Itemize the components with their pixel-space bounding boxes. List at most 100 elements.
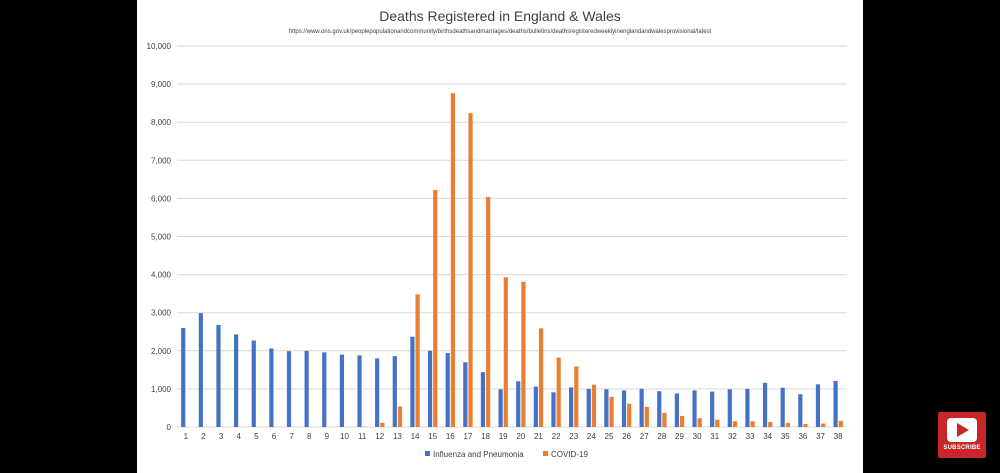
x-axis-ticks: 1 2 3 4 5 6 7 8 9 10 11 12 13 14 15 16 17 18 19 20 21 22 23 24 2… bbox=[184, 432, 844, 441]
bar-influenza-pneumonia bbox=[445, 353, 450, 427]
x-tick-label: 28 bbox=[657, 432, 666, 441]
bar-influenza-pneumonia bbox=[621, 390, 627, 427]
x-tick-label: 36 bbox=[798, 432, 807, 441]
y-tick-label: 9,000 bbox=[151, 80, 172, 89]
x-tick-label: 21 bbox=[534, 432, 543, 441]
y-tick-label: 3,000 bbox=[151, 309, 172, 318]
x-tick-label: 12 bbox=[375, 432, 384, 441]
y-tick-label: 7,000 bbox=[151, 156, 172, 165]
bar-influenza-pneumonia bbox=[815, 384, 821, 427]
y-axis-ticks: 0 1,000 2,000 3,000 4,000 5,000 6,000 7,000 8,00… bbox=[147, 42, 172, 432]
bar-covid-19 bbox=[750, 421, 755, 427]
chart-panel: Deaths Registered in England & Wales htt… bbox=[137, 0, 863, 473]
x-tick-label: 37 bbox=[816, 432, 825, 441]
bar-influenza-pneumonia bbox=[586, 388, 591, 427]
bar-influenza-pneumonia bbox=[798, 394, 803, 427]
bar-covid-19 bbox=[803, 423, 808, 427]
bar-covid-19 bbox=[397, 406, 403, 427]
legend-label: COVID-19 bbox=[551, 450, 588, 459]
bar-influenza-pneumonia bbox=[745, 388, 750, 427]
bar-influenza-pneumonia bbox=[251, 340, 256, 427]
bar-influenza-pneumonia bbox=[427, 350, 433, 427]
bar-influenza-pneumonia bbox=[234, 334, 239, 427]
bar-influenza-pneumonia bbox=[604, 389, 609, 427]
bar-influenza-pneumonia bbox=[304, 350, 309, 427]
bar-influenza-pneumonia bbox=[357, 355, 362, 427]
y-tick-label: 5,000 bbox=[151, 233, 172, 242]
bar-covid-19 bbox=[732, 421, 738, 427]
x-tick-label: 23 bbox=[569, 432, 578, 441]
x-tick-label: 11 bbox=[358, 432, 367, 441]
x-tick-label: 38 bbox=[834, 432, 843, 441]
x-tick-label: 25 bbox=[605, 432, 614, 441]
x-tick-label: 3 bbox=[219, 432, 224, 441]
bar-influenza-pneumonia bbox=[181, 327, 186, 427]
bar-influenza-pneumonia bbox=[639, 388, 644, 427]
x-tick-label: 8 bbox=[307, 432, 312, 441]
y-tick-label: 1,000 bbox=[151, 385, 172, 394]
bar-covid-19 bbox=[574, 366, 579, 427]
legend: Influenza and Pneumonia COVID-19 bbox=[425, 450, 588, 459]
bar-influenza-pneumonia bbox=[710, 391, 715, 427]
x-tick-label: 18 bbox=[481, 432, 490, 441]
bar-influenza-pneumonia bbox=[569, 387, 574, 427]
bar-covid-19 bbox=[486, 196, 491, 427]
gridlines bbox=[177, 45, 847, 428]
bar-covid-19 bbox=[433, 190, 438, 427]
bar-influenza-pneumonia bbox=[533, 386, 538, 427]
bar-covid-19 bbox=[821, 423, 826, 427]
x-tick-label: 24 bbox=[587, 432, 596, 441]
legend-swatch bbox=[425, 451, 430, 456]
x-tick-label: 14 bbox=[411, 432, 420, 441]
bar-covid-19 bbox=[538, 328, 544, 427]
x-tick-label: 1 bbox=[184, 432, 189, 441]
bar-covid-19 bbox=[838, 420, 843, 427]
bar-covid-19 bbox=[380, 422, 385, 427]
bar-influenza-pneumonia bbox=[727, 389, 732, 427]
x-tick-label: 20 bbox=[516, 432, 525, 441]
y-tick-label: 8,000 bbox=[151, 118, 172, 127]
bar-influenza-pneumonia bbox=[498, 389, 503, 427]
bar-covid-19 bbox=[556, 357, 561, 427]
bar-covid-19 bbox=[591, 384, 597, 427]
bar-influenza-pneumonia bbox=[286, 351, 292, 427]
bar-influenza-pneumonia bbox=[216, 324, 221, 427]
y-tick-label: 4,000 bbox=[151, 271, 172, 280]
x-tick-label: 6 bbox=[272, 432, 277, 441]
bar-covid-19 bbox=[627, 403, 632, 427]
bar-influenza-pneumonia bbox=[657, 391, 662, 427]
x-tick-label: 29 bbox=[675, 432, 684, 441]
bar-covid-19 bbox=[785, 422, 790, 427]
y-tick-label: 10,000 bbox=[147, 42, 172, 51]
x-tick-label: 34 bbox=[763, 432, 772, 441]
x-tick-label: 19 bbox=[499, 432, 508, 441]
bar-influenza-pneumonia bbox=[375, 358, 380, 427]
bar-influenza-pneumonia bbox=[780, 387, 785, 427]
x-tick-label: 15 bbox=[428, 432, 437, 441]
chart-title: Deaths Registered in England & Wales bbox=[379, 8, 621, 24]
bar-influenza-pneumonia bbox=[516, 381, 521, 427]
bar-influenza-pneumonia bbox=[269, 348, 274, 427]
bar-covid-19 bbox=[468, 113, 473, 427]
bar-covid-19 bbox=[415, 294, 420, 427]
bar-influenza-pneumonia bbox=[410, 336, 415, 427]
x-tick-label: 26 bbox=[622, 432, 631, 441]
bar-covid-19 bbox=[680, 415, 685, 427]
bar-covid-19 bbox=[521, 281, 526, 427]
bar-chart: Deaths Registered in England & Wales htt… bbox=[147, 8, 847, 459]
subscribe-button[interactable]: SUBSCRIBE bbox=[938, 412, 986, 458]
x-tick-label: 35 bbox=[781, 432, 790, 441]
x-tick-label: 2 bbox=[201, 432, 206, 441]
x-tick-label: 7 bbox=[289, 432, 294, 441]
bar-covid-19 bbox=[644, 406, 649, 427]
x-tick-label: 17 bbox=[463, 432, 472, 441]
bar-covid-19 bbox=[609, 396, 614, 427]
bar-covid-19 bbox=[450, 93, 455, 427]
bars bbox=[181, 93, 843, 427]
x-tick-label: 9 bbox=[325, 432, 330, 441]
bar-influenza-pneumonia bbox=[833, 380, 838, 427]
bar-covid-19 bbox=[697, 418, 702, 427]
x-tick-label: 10 bbox=[340, 432, 349, 441]
bar-influenza-pneumonia bbox=[463, 362, 468, 427]
chart-subtitle: https://www.ons.gov.uk/peoplepopulationa… bbox=[289, 29, 712, 35]
